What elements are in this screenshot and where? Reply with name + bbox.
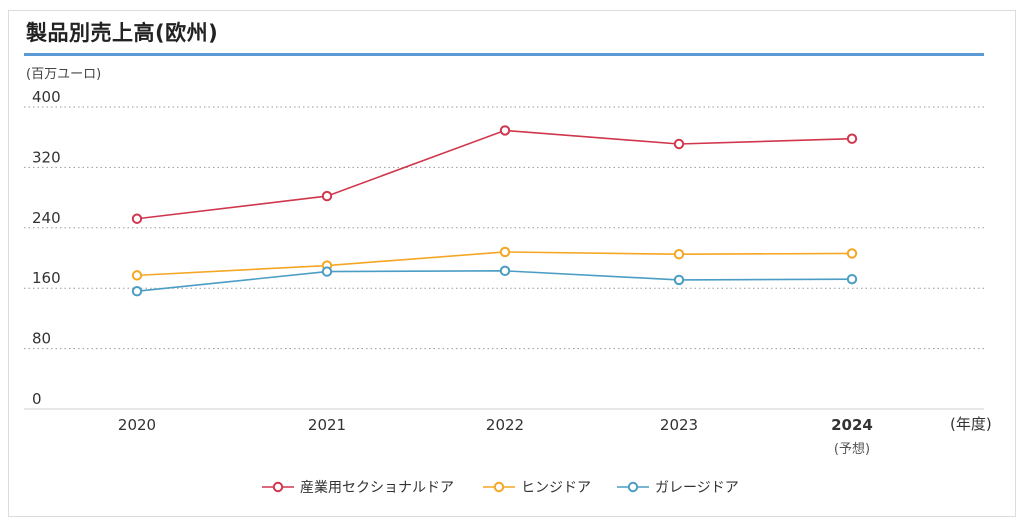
data-point (673, 138, 685, 150)
data-point (846, 248, 858, 259)
x-tick-label: 2023 (660, 416, 698, 434)
legend: 産業用セクショナルドア ヒンジドア ガレージドア (262, 480, 739, 496)
data-point (499, 125, 511, 136)
data-point (673, 249, 685, 260)
chart-frame (8, 10, 1016, 517)
x-tick-note: (予想) (834, 441, 870, 457)
y-tick-label: 160 (32, 269, 61, 287)
legend-label: ヒンジドア (521, 480, 591, 496)
legend-item: 産業用セクショナルドア (262, 480, 454, 496)
series-1 (131, 125, 858, 224)
legend-marker (627, 481, 639, 493)
data-point (321, 190, 333, 202)
y-axis-ticks: 0 80 160 240 320 400 (32, 88, 61, 408)
series-line (136, 129, 853, 220)
series-group (131, 125, 858, 297)
x-tick-label: 2024 (831, 416, 873, 434)
legend-marker (493, 481, 505, 493)
data-point (499, 265, 511, 277)
chart-title: 製品別売上高(欧州) (26, 21, 219, 45)
data-point (321, 266, 333, 277)
x-tick-label: 2020 (118, 416, 156, 434)
y-tick-label: 320 (32, 148, 61, 166)
series-2 (131, 246, 858, 281)
title-underline (24, 53, 984, 56)
data-point (131, 213, 143, 224)
legend-label: ガレージドア (655, 480, 739, 496)
y-axis-unit-label: (百万ユーロ) (26, 67, 101, 82)
legend-marker (272, 481, 284, 493)
data-point (846, 133, 858, 144)
data-point (499, 246, 511, 258)
data-point (846, 273, 858, 285)
legend-item: ガレージドア (617, 480, 739, 496)
x-axis-unit-label: (年度) (950, 415, 992, 433)
x-axis: 2020 2021 2022 2023 2024 (予想) (118, 416, 873, 457)
legend-item: ヒンジドア (483, 480, 591, 496)
data-point (673, 274, 685, 286)
legend-label: 産業用セクショナルドア (300, 480, 454, 496)
y-tick-label: 0 (32, 390, 42, 408)
data-point (131, 270, 143, 281)
series-line (136, 251, 853, 277)
data-point (131, 286, 143, 297)
y-tick-label: 80 (32, 330, 51, 348)
series-3 (131, 265, 858, 297)
x-tick-label: 2022 (486, 416, 524, 434)
x-tick-label: 2021 (308, 416, 346, 434)
y-tick-label: 240 (32, 209, 61, 227)
y-tick-label: 400 (32, 88, 61, 106)
gridlines (24, 106, 984, 410)
